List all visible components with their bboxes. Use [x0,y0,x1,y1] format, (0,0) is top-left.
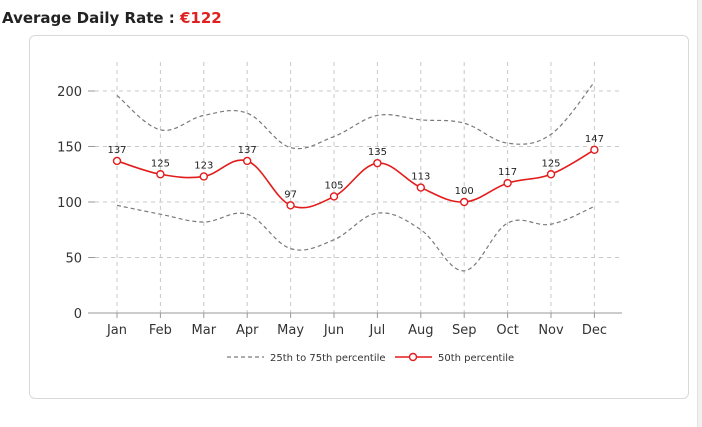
scrollbar[interactable] [697,0,702,427]
data-label: 123 [194,160,213,171]
data-label: 117 [498,167,517,178]
x-tick-label: Nov [538,323,564,338]
y-tick-label: 50 [65,252,82,267]
data-label: 97 [284,189,297,200]
series-25th-percentile [116,204,595,272]
y-tick-label: 200 [57,85,82,100]
x-tick-label: Sep [452,323,477,338]
legend-marker-median [408,352,418,362]
data-label: 105 [324,180,343,191]
chart-title: Average Daily Rate : €122 [2,9,222,27]
data-label: 113 [411,172,430,183]
data-label: 137 [238,145,257,156]
data-label: 100 [455,186,474,197]
point-mar[interactable] [199,172,209,181]
data-label: 137 [107,145,126,156]
point-jan[interactable] [112,156,122,166]
title-label: Average Daily Rate : [2,9,180,27]
point-dec[interactable] [590,145,599,155]
legend-label-median: 50th percentile [438,353,514,364]
point-sep[interactable] [460,197,469,207]
title-value: €122 [180,9,222,27]
x-tick-label: May [277,323,304,338]
point-feb[interactable] [156,170,165,179]
x-tick-label: Jan [106,323,127,338]
x-tick-label: Feb [149,323,172,338]
y-tick-label: 150 [57,141,82,156]
data-label: 125 [541,158,560,169]
point-jul[interactable] [373,158,382,168]
y-tick-label: 100 [57,196,82,211]
x-tick-label: Dec [582,323,607,338]
x-tick-label: Jul [369,323,386,338]
data-label: 135 [368,147,387,158]
data-label: 125 [151,158,170,169]
point-may[interactable] [286,201,295,210]
point-apr[interactable] [242,156,252,166]
point-aug[interactable] [416,183,425,192]
x-tick-label: Jun [323,323,344,338]
y-tick-label: 0 [74,307,82,322]
x-tick-label: Mar [192,323,217,338]
point-nov[interactable] [546,170,556,179]
data-label: 147 [585,134,604,145]
x-tick-label: Oct [496,323,518,338]
chart-card [29,35,689,399]
point-oct[interactable] [503,178,512,188]
point-jun[interactable] [329,192,339,201]
legend-label-percentile-band: 25th to 75th percentile [270,353,386,364]
series-75th-percentile [116,81,595,150]
x-tick-label: Apr [236,323,259,338]
x-tick-label: Aug [408,323,433,338]
series-50th-percentile [116,149,595,209]
